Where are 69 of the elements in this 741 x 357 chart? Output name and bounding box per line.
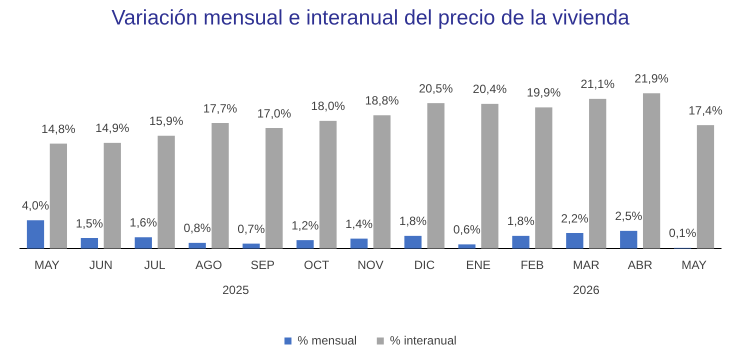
- bar: [296, 240, 314, 249]
- data-label: 1,4%: [345, 216, 374, 231]
- bar: [535, 107, 552, 249]
- x-tick-label: SEP: [250, 258, 275, 272]
- bar: [427, 103, 444, 249]
- data-label: 0,6%: [453, 222, 481, 237]
- x-tick-label: ABR: [628, 258, 653, 272]
- data-label: 18,0%: [311, 99, 346, 114]
- bar: [134, 237, 152, 249]
- bar: [458, 244, 476, 249]
- bar: [642, 93, 660, 249]
- x-tick-label: ENE: [466, 258, 491, 272]
- x-tick-label: JUN: [89, 258, 113, 272]
- data-label: 4,0%: [22, 198, 50, 213]
- data-label: 0,1%: [668, 226, 697, 240]
- x-tick-label: JUL: [144, 258, 166, 272]
- data-label: 17,4%: [688, 103, 723, 118]
- legend-label: % interanual: [390, 333, 457, 348]
- bar: [373, 115, 391, 249]
- bar: [620, 230, 638, 249]
- x-tick-label: AGO: [195, 258, 222, 272]
- bar: [242, 244, 260, 249]
- data-label: 18,8%: [364, 94, 400, 108]
- data-label: 14,8%: [41, 122, 76, 136]
- x-tick-label: OCT: [304, 258, 330, 272]
- bar: [319, 120, 337, 249]
- data-label: 0,8%: [184, 221, 212, 236]
- data-label: 1,8%: [507, 214, 535, 228]
- data-label: 1,2%: [291, 218, 320, 232]
- data-label: 1,5%: [76, 216, 104, 230]
- data-label: 21,1%: [580, 77, 615, 92]
- x-tick-label: MAR: [572, 258, 600, 272]
- data-label: 1,8%: [399, 214, 427, 228]
- bar: [266, 128, 283, 249]
- bar: [566, 232, 584, 249]
- bar: [350, 238, 368, 249]
- chart-title: Variación mensual e interanual del precio de la vivienda: [112, 6, 630, 30]
- x-tick-label: MAY: [34, 258, 60, 272]
- legend-label: % mensual: [297, 333, 357, 348]
- data-label: 0,7%: [238, 222, 266, 236]
- data-label: 17,0%: [257, 106, 292, 120]
- bar: [512, 236, 530, 249]
- data-label: 1,6%: [130, 216, 158, 230]
- x-tick-label: NOV: [357, 258, 384, 272]
- bar: [589, 98, 606, 249]
- data-label: 20,5%: [418, 81, 454, 96]
- data-label: 21,9%: [634, 72, 669, 86]
- bar: [158, 136, 175, 249]
- data-label: 14,9%: [95, 121, 130, 136]
- x-tick-label: FEB: [520, 258, 544, 272]
- data-label: 2,5%: [614, 209, 643, 224]
- data-label: 19,9%: [526, 86, 562, 100]
- bar: [481, 104, 498, 249]
- bar: [26, 220, 44, 249]
- bar: [104, 142, 121, 249]
- x-tick-label: MAY: [681, 258, 707, 272]
- bar: [50, 144, 68, 249]
- x-tick-label: DIC: [414, 258, 436, 272]
- bar: [188, 242, 206, 249]
- data-label: 17,7%: [203, 101, 238, 116]
- text: 2025: [222, 282, 250, 297]
- bar: [212, 123, 229, 249]
- bar: [404, 236, 422, 249]
- text: 2026: [572, 282, 600, 297]
- bar: [696, 125, 714, 249]
- data-label: 20,4%: [472, 82, 508, 96]
- data-label: 15,9%: [149, 114, 184, 128]
- data-label: 2,2%: [561, 211, 589, 226]
- bar: [80, 238, 98, 249]
